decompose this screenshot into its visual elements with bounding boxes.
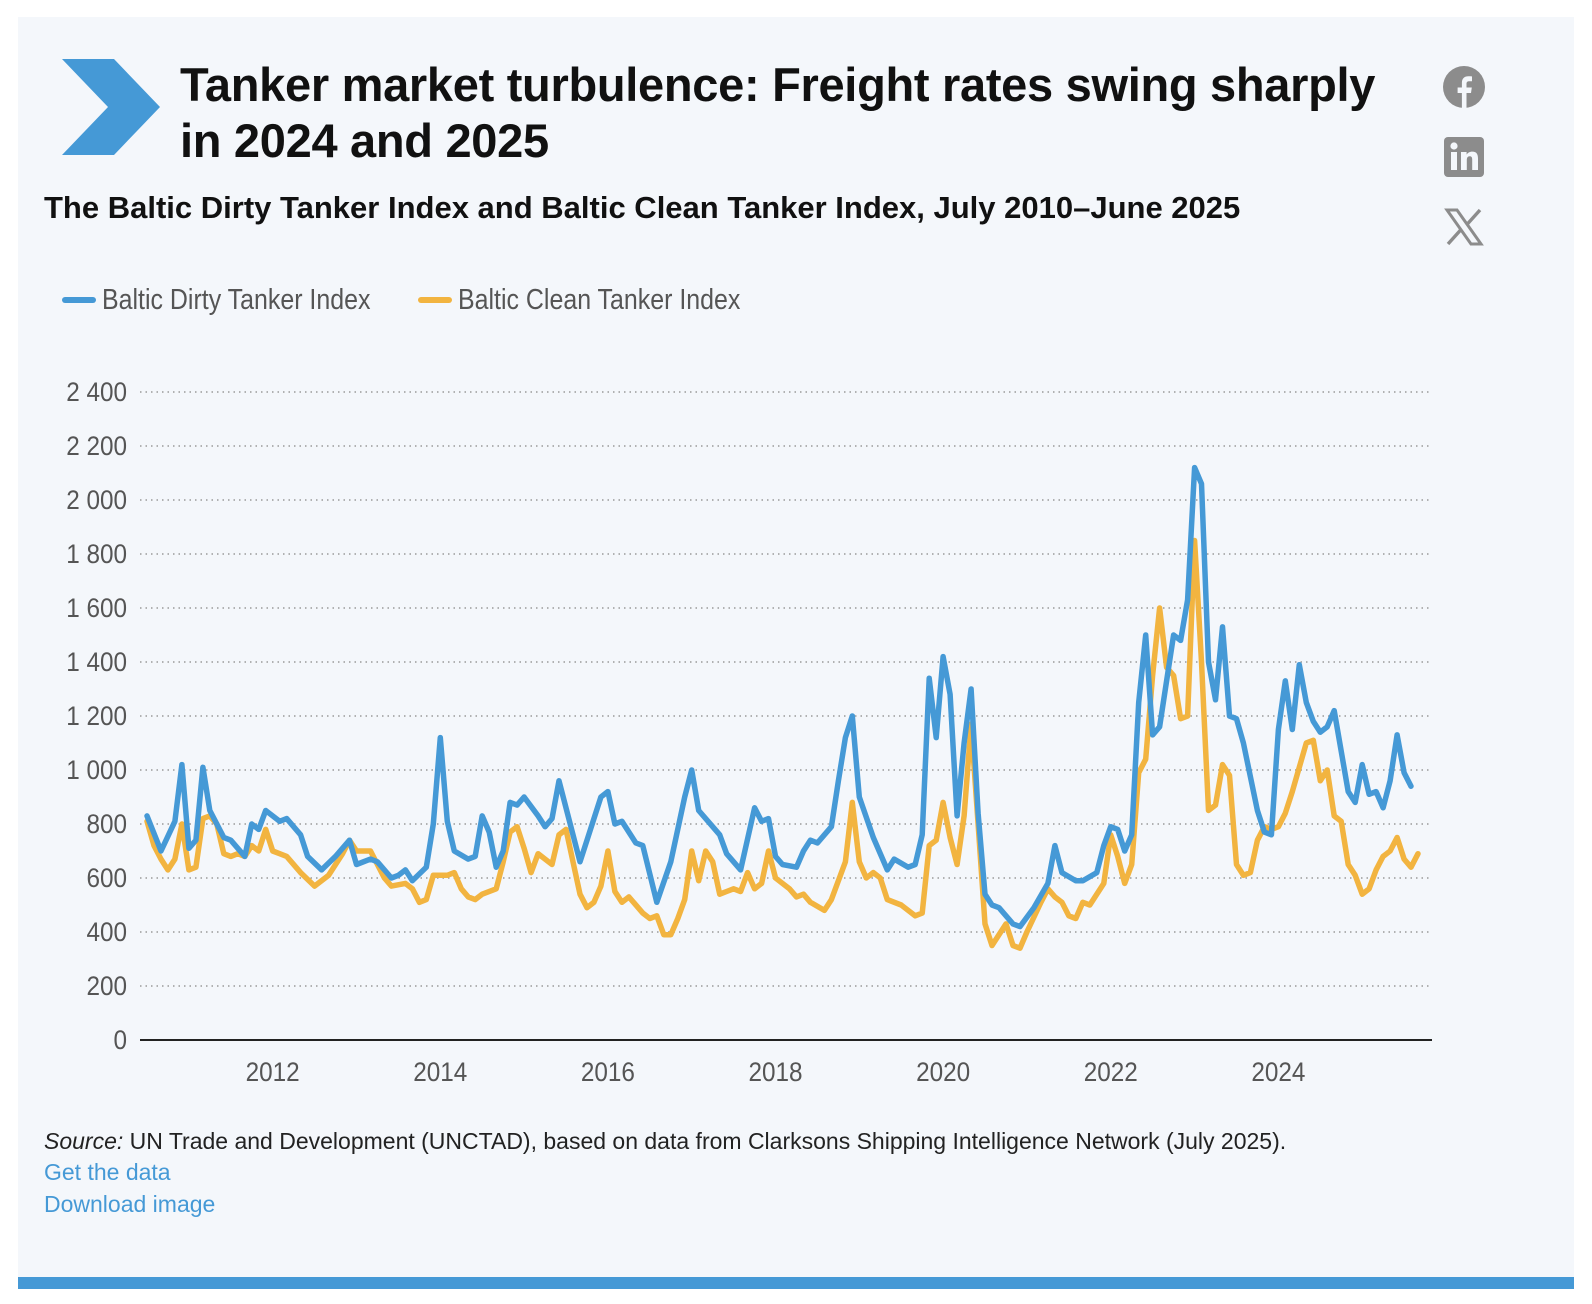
chart-subtitle: The Baltic Dirty Tanker Index and Baltic… [44, 190, 1241, 225]
x-tick-label: 2014 [413, 1058, 467, 1087]
legend-label-clean: Baltic Clean Tanker Index [458, 284, 741, 316]
y-tick-label: 800 [86, 810, 127, 839]
chevron-logo-icon [62, 59, 160, 155]
y-tick-label: 2 000 [66, 486, 127, 515]
y-tick-label: 1 800 [66, 540, 127, 569]
y-tick-label: 1 000 [66, 756, 127, 785]
x-tick-label: 2018 [749, 1058, 803, 1087]
page-title: Tanker market turbulence: Freight rates … [180, 58, 1376, 167]
source-prefix: Source: [44, 1128, 124, 1154]
x-tick-label: 2016 [581, 1058, 635, 1087]
x-icon [1444, 208, 1484, 246]
y-tick-label: 200 [86, 972, 127, 1001]
source-text: UN Trade and Development (UNCTAD), based… [123, 1128, 1287, 1154]
download-image-link[interactable]: Download image [44, 1191, 216, 1217]
y-tick-label: 2 400 [66, 378, 127, 407]
facebook-share-button[interactable] [1442, 65, 1486, 109]
source-note: Source: UN Trade and Development (UNCTAD… [44, 1128, 1524, 1155]
y-tick-label: 400 [86, 918, 127, 947]
y-tick-label: 1 600 [66, 594, 127, 623]
x-tick-label: 2024 [1251, 1058, 1305, 1087]
y-tick-label: 0 [113, 1026, 127, 1055]
x-share-button[interactable] [1442, 205, 1486, 249]
y-tick-label: 1 200 [66, 702, 127, 731]
facebook-icon [1443, 66, 1485, 109]
y-tick-label: 1 400 [66, 648, 127, 677]
legend-label-dirty: Baltic Dirty Tanker Index [102, 284, 371, 316]
linkedin-share-button[interactable] [1442, 135, 1486, 179]
line-chart: 0 200 400 600 800 1 000 1 200 1 400 1 600 1 800 2 … [66, 378, 1432, 1087]
series-line-clean [144, 537, 1421, 951]
series-line-dirty [144, 464, 1414, 930]
legend-swatch-clean [418, 297, 452, 303]
x-tick-label: 2020 [916, 1058, 970, 1087]
linkedin-icon [1444, 137, 1484, 177]
legend-swatch-dirty [62, 297, 96, 303]
bottom-accent-bar [18, 1277, 1574, 1289]
x-tick-label: 2022 [1084, 1058, 1138, 1087]
get-data-link[interactable]: Get the data [44, 1159, 171, 1185]
chart-card: Tanker market turbulence: Freight rates … [18, 17, 1574, 1277]
x-tick-label: 2012 [246, 1058, 300, 1087]
y-tick-label: 2 200 [66, 432, 127, 461]
y-tick-label: 600 [86, 864, 127, 893]
